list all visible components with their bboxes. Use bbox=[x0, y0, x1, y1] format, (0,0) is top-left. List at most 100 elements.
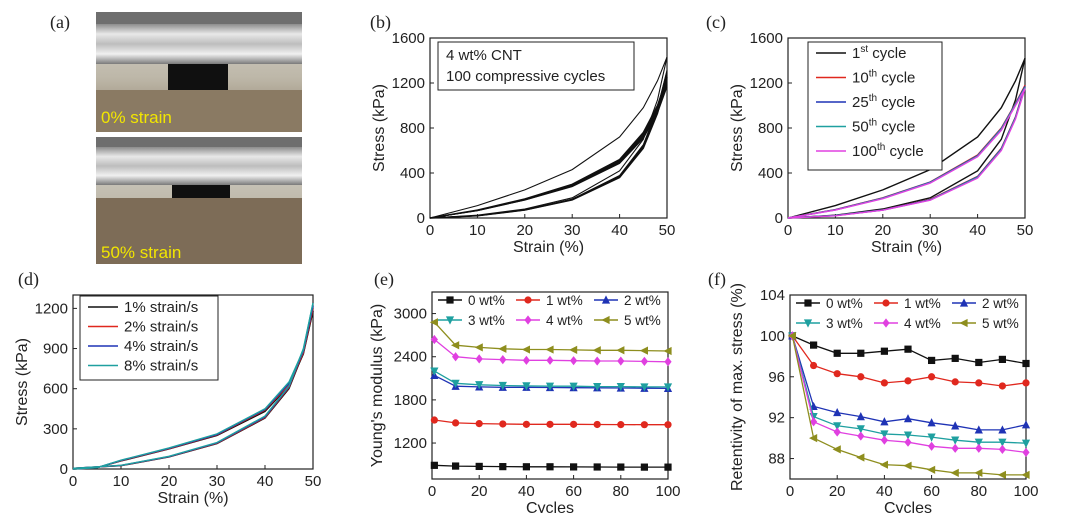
series-point bbox=[569, 345, 578, 354]
series-point bbox=[810, 341, 818, 349]
photo-50-platen bbox=[96, 147, 302, 185]
series-point bbox=[833, 370, 841, 378]
series-point bbox=[616, 346, 625, 355]
legend-marker bbox=[524, 315, 532, 325]
x-tick-label: 40 bbox=[876, 483, 893, 500]
series-line-loading bbox=[787, 88, 1026, 219]
x-tick-label: 40 bbox=[969, 222, 986, 239]
series-point bbox=[951, 421, 960, 430]
series-point bbox=[522, 463, 530, 471]
legend-label-number: 100 bbox=[852, 143, 877, 160]
series-point bbox=[617, 463, 625, 471]
series-point bbox=[974, 425, 983, 434]
series-point bbox=[975, 358, 983, 367]
series-point bbox=[880, 430, 889, 439]
legend-marker bbox=[601, 315, 610, 325]
series-point bbox=[616, 382, 625, 392]
cycle-band-line bbox=[429, 71, 668, 219]
y-tick-label: 0 bbox=[775, 210, 783, 227]
series-point bbox=[998, 438, 1007, 447]
legend-label: 3 wt% bbox=[468, 313, 505, 328]
legend-label: 1 wt% bbox=[546, 293, 583, 308]
x-axis-label: Cycles bbox=[526, 500, 574, 513]
legend-marker bbox=[803, 319, 813, 328]
series-point bbox=[617, 356, 625, 366]
series-line-unloading bbox=[787, 88, 1026, 219]
x-tick-label: 50 bbox=[659, 222, 676, 239]
legend-label-suffix: th bbox=[869, 118, 877, 129]
legend-marker bbox=[959, 318, 968, 328]
series-point bbox=[809, 434, 818, 443]
series-point bbox=[475, 462, 483, 471]
photo-50-platen-top bbox=[96, 137, 302, 147]
series-point bbox=[592, 346, 601, 355]
series-point bbox=[833, 349, 841, 357]
series-point bbox=[475, 420, 483, 428]
series-point bbox=[880, 417, 889, 426]
series-point bbox=[475, 354, 483, 364]
legend-label-text: cycle bbox=[877, 70, 915, 87]
series-point bbox=[903, 431, 913, 440]
y-tick-label: 1800 bbox=[394, 392, 427, 409]
legend-marker bbox=[882, 299, 890, 307]
series-point bbox=[998, 382, 1007, 390]
series-point bbox=[903, 414, 913, 423]
series-point bbox=[951, 378, 959, 386]
annotation-box bbox=[437, 41, 635, 91]
series-point bbox=[452, 352, 460, 362]
series-point bbox=[1021, 420, 1031, 429]
series-point bbox=[663, 383, 673, 392]
series-point bbox=[857, 349, 865, 357]
series-point bbox=[975, 379, 983, 387]
legend-label: 1% strain/s bbox=[124, 299, 198, 316]
series-point bbox=[998, 425, 1007, 434]
x-tick-label: 10 bbox=[827, 222, 844, 239]
y-axis-label: Retentivity of max. stress (%) bbox=[729, 283, 746, 491]
y-tick-label: 900 bbox=[43, 341, 68, 358]
series-point bbox=[429, 318, 438, 327]
series-point bbox=[927, 433, 936, 442]
series-point bbox=[474, 343, 483, 352]
legend-label: 2 wt% bbox=[624, 293, 661, 308]
x-axis-label: Strain (%) bbox=[157, 490, 228, 507]
series-point bbox=[546, 463, 554, 471]
series-point bbox=[546, 355, 554, 365]
legend-label: 50th cycle bbox=[852, 118, 915, 136]
series-point bbox=[452, 462, 460, 470]
series-point bbox=[904, 377, 912, 385]
series-point bbox=[498, 381, 507, 391]
x-tick-label: 20 bbox=[516, 222, 533, 239]
y-axis-label: Stress (kPa) bbox=[371, 84, 388, 172]
panel-e: (e) 0 20 40 60 80 100 1200 1800 2400 3000 Cycles Yo… bbox=[369, 269, 681, 517]
series-point bbox=[832, 445, 841, 454]
x-tick-label: 0 bbox=[69, 473, 77, 490]
legend-label: 1st cycle bbox=[852, 44, 906, 62]
legend-label: 1 wt% bbox=[904, 296, 941, 311]
series-point bbox=[522, 355, 530, 365]
annotation-line-1: 4 wt% CNT bbox=[446, 47, 522, 64]
photo-0-caption: 0% strain bbox=[101, 108, 172, 127]
panel-label-e: (e) bbox=[374, 269, 394, 290]
y-tick-label: 88 bbox=[768, 451, 785, 468]
y-tick-label: 300 bbox=[43, 421, 68, 438]
series-point bbox=[570, 420, 578, 428]
legend-marker bbox=[959, 298, 969, 307]
legend-marker bbox=[445, 316, 455, 325]
series-point bbox=[997, 470, 1006, 480]
y-axis-label: Stress (kPa) bbox=[729, 84, 746, 172]
x-tick-label: 40 bbox=[611, 222, 628, 239]
photo-50-base bbox=[96, 198, 302, 264]
y-tick-label: 96 bbox=[768, 369, 785, 386]
legend-label: 100th cycle bbox=[852, 142, 924, 160]
legend-label: 0 wt% bbox=[468, 293, 505, 308]
legend-label: 25th cycle bbox=[852, 93, 915, 111]
y-tick-label: 1200 bbox=[394, 435, 427, 452]
series-point bbox=[499, 463, 507, 471]
series-point bbox=[664, 357, 672, 367]
panel-label-d: (d) bbox=[18, 269, 39, 290]
series-point bbox=[521, 345, 530, 354]
series-point bbox=[546, 420, 554, 428]
x-tick-label: 40 bbox=[518, 483, 535, 500]
y-tick-label: 800 bbox=[758, 120, 783, 137]
series-point bbox=[974, 438, 983, 447]
